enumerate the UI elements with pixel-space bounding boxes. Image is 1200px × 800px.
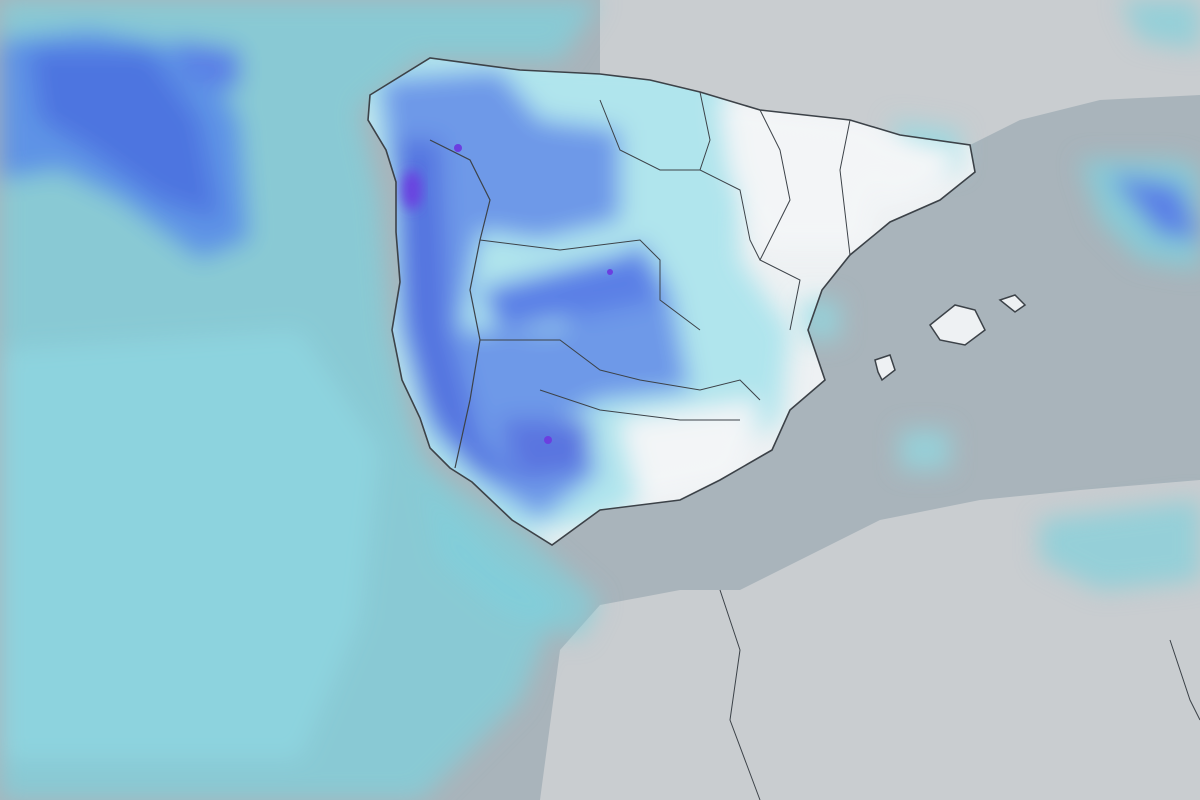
land-africa	[540, 480, 1200, 800]
balearic-islands	[874, 294, 1027, 382]
borders	[367, 57, 1200, 800]
land-france	[600, 0, 1200, 145]
iberia-precipitation	[368, 58, 960, 540]
